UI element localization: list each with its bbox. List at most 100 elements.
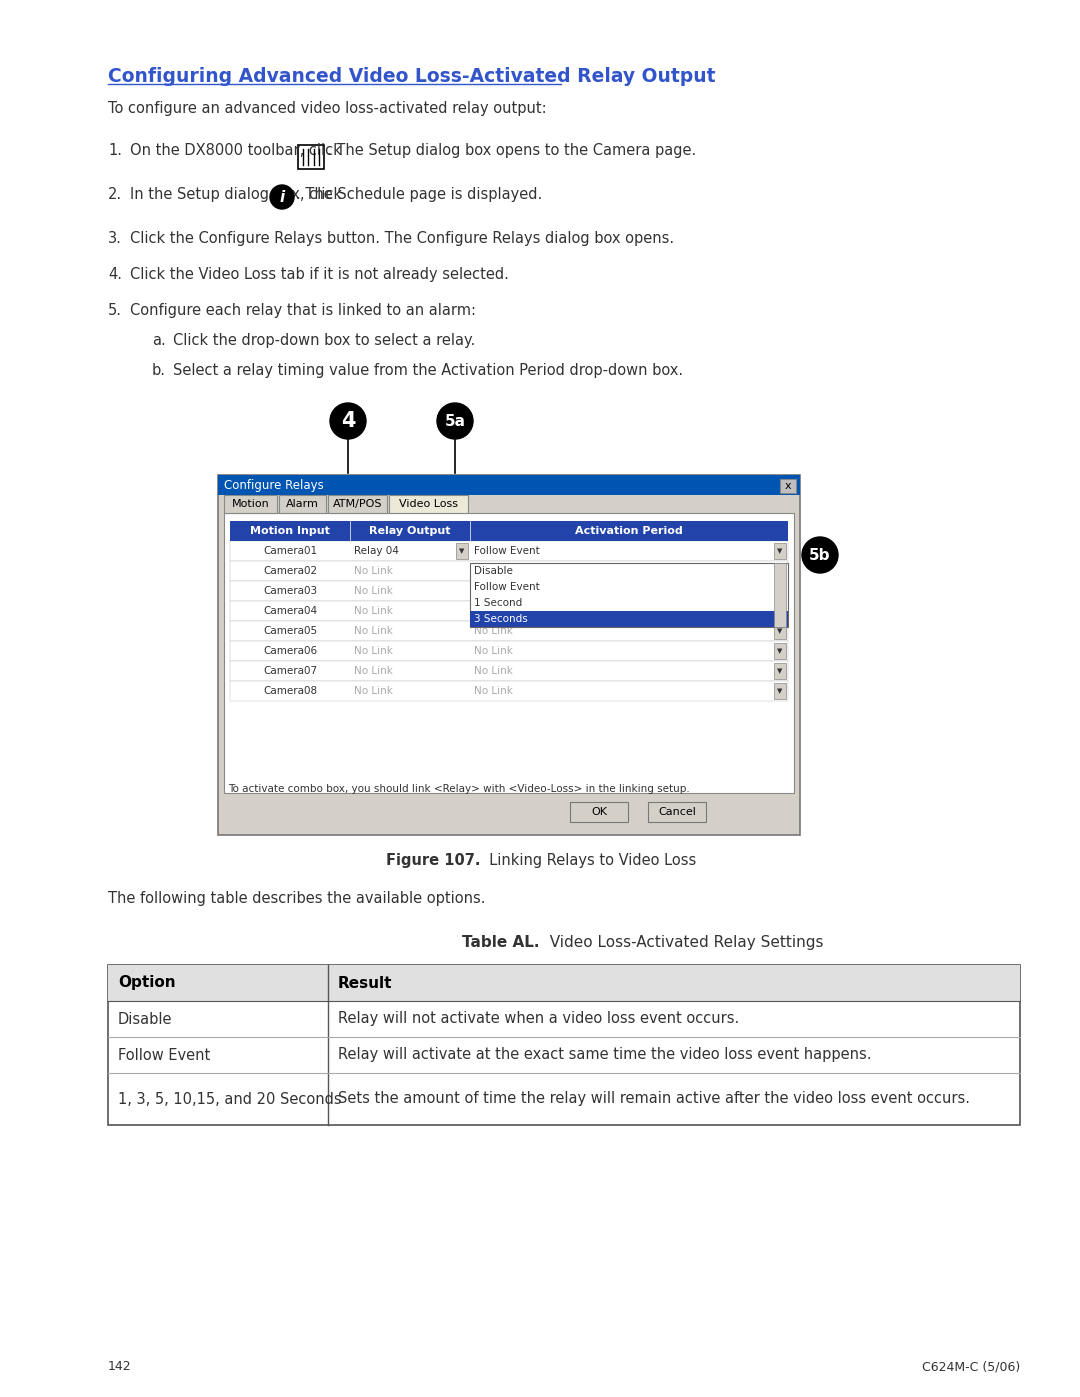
Text: Follow Event: Follow Event [474, 546, 540, 556]
Text: Table AL.: Table AL. [462, 935, 540, 950]
Text: Camera04: Camera04 [262, 606, 318, 616]
Text: ▼: ▼ [459, 548, 464, 555]
Text: Click the Configure Relays button. The Configure Relays dialog box opens.: Click the Configure Relays button. The C… [130, 231, 674, 246]
Text: Cancel: Cancel [658, 807, 696, 817]
Text: No Link: No Link [474, 626, 513, 636]
FancyBboxPatch shape [218, 475, 800, 835]
Text: Relay will not activate when a video loss event occurs.: Relay will not activate when a video los… [338, 1011, 739, 1027]
Text: Click the drop-down box to select a relay.: Click the drop-down box to select a rela… [173, 332, 475, 348]
Text: 3 Seconds: 3 Seconds [474, 615, 528, 624]
Text: In the Setup dialog box, click: In the Setup dialog box, click [130, 187, 342, 203]
Text: Video Loss-Activated Relay Settings: Video Loss-Activated Relay Settings [540, 935, 824, 950]
FancyBboxPatch shape [224, 495, 276, 513]
Text: 4: 4 [341, 411, 355, 432]
Text: Relay Output: Relay Output [369, 527, 450, 536]
Text: Disable: Disable [474, 566, 513, 576]
Text: 1, 3, 5, 10,15, and 20 Seconds: 1, 3, 5, 10,15, and 20 Seconds [118, 1091, 341, 1106]
FancyBboxPatch shape [230, 541, 788, 562]
FancyBboxPatch shape [108, 965, 1020, 1125]
Text: No Link: No Link [354, 686, 393, 696]
FancyBboxPatch shape [774, 664, 786, 679]
Circle shape [802, 536, 838, 573]
Text: On the DX8000 toolbar, click: On the DX8000 toolbar, click [130, 142, 341, 158]
Text: b.: b. [152, 363, 166, 379]
FancyBboxPatch shape [327, 495, 387, 513]
FancyBboxPatch shape [230, 601, 788, 622]
FancyBboxPatch shape [774, 563, 786, 627]
FancyBboxPatch shape [230, 581, 788, 601]
FancyBboxPatch shape [774, 643, 786, 659]
FancyBboxPatch shape [389, 495, 468, 513]
Text: 4.: 4. [108, 267, 122, 282]
Text: Linking Relays to Video Loss: Linking Relays to Video Loss [480, 854, 697, 868]
Text: Alarm: Alarm [286, 499, 319, 509]
Text: Click the Video Loss tab if it is not already selected.: Click the Video Loss tab if it is not al… [130, 267, 509, 282]
Text: No Link: No Link [354, 566, 393, 576]
Text: OK: OK [591, 807, 607, 817]
Text: Option: Option [118, 975, 176, 990]
Text: Select a relay timing value from the Activation Period drop-down box.: Select a relay timing value from the Act… [173, 363, 684, 379]
FancyBboxPatch shape [230, 622, 788, 641]
Circle shape [270, 184, 294, 210]
FancyBboxPatch shape [456, 543, 468, 559]
FancyBboxPatch shape [470, 563, 788, 627]
Text: . The Schedule page is displayed.: . The Schedule page is displayed. [296, 187, 542, 203]
Text: Result: Result [338, 975, 392, 990]
Text: No Link: No Link [354, 606, 393, 616]
Text: No Link: No Link [474, 645, 513, 657]
Text: To activate combo box, you should link <Relay> with <Video-Loss> in the linking : To activate combo box, you should link <… [228, 784, 690, 793]
Text: 3.: 3. [108, 231, 122, 246]
Text: ▼: ▼ [778, 629, 783, 634]
Text: 2.: 2. [108, 187, 122, 203]
FancyBboxPatch shape [298, 145, 324, 169]
Text: 1.: 1. [108, 142, 122, 158]
Text: ▼: ▼ [778, 668, 783, 673]
Text: ▼: ▼ [778, 648, 783, 654]
Text: Relay 04: Relay 04 [354, 546, 399, 556]
FancyBboxPatch shape [279, 495, 325, 513]
Text: Camera03: Camera03 [262, 585, 318, 597]
Text: To configure an advanced video loss-activated relay output:: To configure an advanced video loss-acti… [108, 101, 546, 116]
Text: Sets the amount of time the relay will remain active after the video loss event : Sets the amount of time the relay will r… [338, 1091, 970, 1106]
FancyBboxPatch shape [218, 475, 800, 495]
Circle shape [330, 402, 366, 439]
Text: Motion Input: Motion Input [251, 527, 329, 536]
FancyBboxPatch shape [774, 543, 786, 559]
Text: C624M-C (5/06): C624M-C (5/06) [921, 1361, 1020, 1373]
Text: Follow Event: Follow Event [118, 1048, 211, 1063]
FancyBboxPatch shape [230, 562, 788, 581]
Text: No Link: No Link [474, 666, 513, 676]
Text: 142: 142 [108, 1361, 132, 1373]
Text: Configure Relays: Configure Relays [224, 479, 324, 492]
Text: Camera07: Camera07 [262, 666, 318, 676]
FancyBboxPatch shape [774, 683, 786, 698]
Text: ▼: ▼ [778, 687, 783, 694]
Text: Activation Period: Activation Period [576, 527, 683, 536]
Text: a.: a. [152, 332, 166, 348]
Text: . The Setup dialog box opens to the Camera page.: . The Setup dialog box opens to the Came… [327, 142, 697, 158]
Text: i: i [280, 190, 285, 204]
Text: Follow Event: Follow Event [474, 583, 540, 592]
FancyBboxPatch shape [780, 479, 796, 493]
FancyBboxPatch shape [230, 680, 788, 701]
Text: No Link: No Link [354, 585, 393, 597]
FancyBboxPatch shape [230, 641, 788, 661]
Text: The following table describes the available options.: The following table describes the availa… [108, 891, 486, 907]
Text: Camera01: Camera01 [262, 546, 318, 556]
Text: No Link: No Link [354, 645, 393, 657]
FancyBboxPatch shape [570, 802, 627, 821]
Text: 5b: 5b [809, 548, 831, 563]
Text: 5a: 5a [445, 414, 465, 429]
FancyBboxPatch shape [774, 623, 786, 638]
Text: Camera06: Camera06 [262, 645, 318, 657]
Text: No Link: No Link [354, 666, 393, 676]
Text: 5.: 5. [108, 303, 122, 319]
FancyBboxPatch shape [224, 513, 794, 793]
Text: Camera05: Camera05 [262, 626, 318, 636]
FancyBboxPatch shape [648, 802, 706, 821]
Text: Video Loss: Video Loss [399, 499, 458, 509]
Text: x: x [785, 481, 792, 490]
Text: No Link: No Link [474, 686, 513, 696]
Text: 1 Second: 1 Second [474, 598, 523, 608]
Circle shape [437, 402, 473, 439]
